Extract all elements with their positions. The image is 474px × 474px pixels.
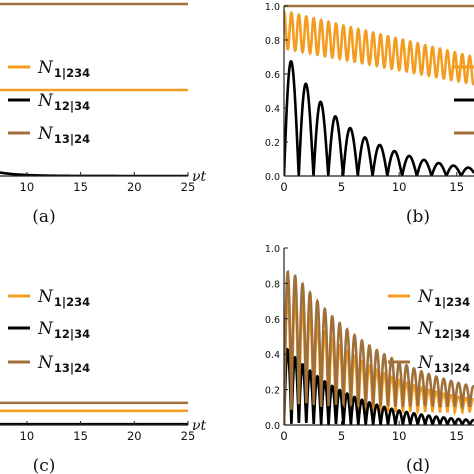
x-tick-label-d-2: 10 — [392, 429, 407, 443]
legend-c: N1|234 N12|34 N13|24 — [8, 287, 90, 375]
legend-label-c-1: N12|34 — [37, 319, 90, 341]
legend-label-d-0: N1|234 — [417, 287, 470, 309]
x-tick-label-b-2: 10 — [392, 180, 407, 194]
y-tick-label-d-2: 0.4 — [265, 350, 280, 361]
plot-area-b — [284, 4, 474, 176]
series-b-1 — [284, 60, 474, 176]
series-d-1 — [284, 347, 474, 425]
legend-label-d-1: N12|34 — [417, 319, 470, 341]
legend-a: N1|234 N12|34 N13|24 — [8, 58, 90, 146]
legend-label-a-0: N1|234 — [37, 58, 90, 80]
x-tick-label-a-0: 10 — [20, 180, 35, 194]
legend-label-d-2: N13|24 — [417, 353, 470, 375]
y-tick-label-d-0: 0.0 — [265, 421, 280, 432]
x-tick-label-c-3: 25 — [181, 429, 196, 443]
series-d-2 — [284, 269, 474, 425]
x-tick-label-d-1: 5 — [338, 429, 345, 443]
y-tick-label-d-4: 0.8 — [265, 279, 280, 290]
x-tick-label-a-1: 15 — [73, 180, 88, 194]
legend-b — [454, 65, 474, 135]
panel-d: 0 5 10 150.00.20.40.60.81.0(d)N1|234N12|34N… — [265, 244, 474, 474]
plot-area-c — [0, 401, 188, 425]
series-b-0 — [284, 10, 474, 86]
y-tick-label-b-4: 0.8 — [265, 36, 280, 47]
x-tick-label-b-1: 5 — [338, 180, 345, 194]
legend-label-c-2: N13|24 — [37, 353, 90, 375]
y-tick-label-b-3: 0.6 — [265, 70, 280, 81]
x-axis-label-a: νt — [192, 169, 207, 185]
x-tick-label-d-0: 0 — [280, 429, 287, 443]
x-tick-label-a-2: 20 — [127, 180, 142, 194]
y-tick-label-b-5: 1.0 — [265, 2, 280, 13]
legend-label-a-2: N13|24 — [37, 124, 90, 146]
panel-label-a: (a) — [32, 207, 55, 227]
x-tick-label-d-3: 15 — [449, 429, 464, 443]
y-tick-label-d-5: 1.0 — [265, 244, 280, 255]
legend-d: N1|234 N12|34 N13|24 — [388, 287, 470, 375]
y-tick-label-d-1: 0.2 — [265, 386, 280, 397]
y-tick-label-b-1: 0.2 — [265, 138, 280, 149]
plot-area-a — [0, 2, 188, 176]
legend-label-c-0: N1|234 — [37, 287, 90, 309]
panel-label-c: (c) — [33, 456, 56, 474]
y-tick-label-b-2: 0.4 — [265, 104, 280, 115]
x-axis-label-c: νt — [192, 418, 207, 434]
plot-area-d — [284, 269, 474, 425]
x-tick-label-b-3: 15 — [449, 180, 464, 194]
x-tick-label-a-3: 25 — [181, 180, 196, 194]
panel-b: 0 5 10 15 0.0 0.2 0.4 0.6 0.8 1.0 (b) — [265, 2, 474, 227]
legend-label-a-1: N12|34 — [37, 91, 90, 113]
x-tick-label-c-2: 20 — [127, 429, 142, 443]
x-tick-label-c-0: 10 — [20, 429, 35, 443]
panel-label-d: (d) — [406, 456, 430, 474]
y-tick-label-d-3: 0.6 — [265, 315, 280, 326]
x-tick-label-c-1: 15 — [73, 429, 88, 443]
x-tick-label-b-0: 0 — [280, 180, 287, 194]
y-tick-label-b-0: 0.0 — [265, 172, 280, 183]
panel-label-b: (b) — [406, 207, 430, 227]
